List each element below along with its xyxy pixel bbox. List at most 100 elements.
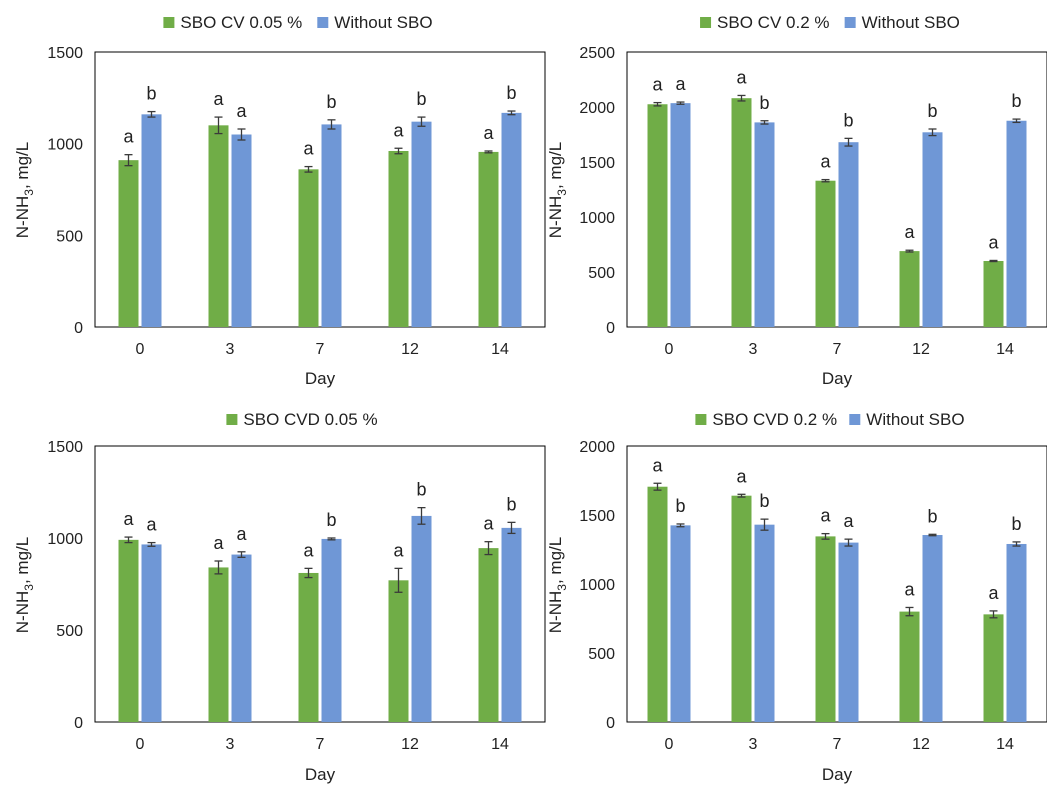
significance-label: a [820, 152, 831, 172]
y-tick-label: 0 [606, 715, 615, 732]
plot-area-frame [94, 445, 546, 723]
bar-blue-day-3 [231, 134, 252, 327]
y-tick-label: 1000 [579, 210, 615, 227]
significance-label: a [236, 524, 247, 544]
significance-label: a [675, 74, 686, 94]
bar-green-day-12 [388, 580, 409, 722]
bar-green-day-0 [118, 160, 139, 327]
significance-label: b [927, 506, 937, 526]
y-tick-label: 1000 [579, 577, 615, 594]
x-tick-label: 14 [491, 736, 509, 753]
significance-label: a [483, 514, 494, 534]
x-tick-label: 14 [996, 341, 1014, 358]
x-tick-label: 7 [833, 736, 842, 753]
plot-area-frame [626, 445, 1047, 723]
x-tick-label: 7 [833, 341, 842, 358]
y-tick-label: 1500 [579, 508, 615, 525]
bar-green-day-3 [731, 495, 752, 722]
x-tick-label: 0 [136, 341, 145, 358]
significance-label: a [393, 120, 404, 140]
bar-blue-day-0 [670, 103, 691, 328]
x-tick-label: 7 [316, 736, 325, 753]
x-tick-label: 3 [226, 736, 235, 753]
legend-label-sbo-cvd-0-05: SBO CVD 0.05 % [243, 410, 377, 429]
legend-swatch-green [226, 414, 238, 425]
plot-area-frame [94, 51, 546, 328]
significance-label: a [820, 506, 831, 526]
bar-blue-day-14 [501, 527, 522, 722]
bar-green-day-7 [298, 169, 319, 327]
legend-label-sbo-cv-0-2: SBO CV 0.2 % [717, 13, 829, 32]
y-tick-label: 500 [588, 646, 615, 663]
significance-label: b [506, 83, 516, 103]
significance-label: a [736, 466, 747, 486]
x-tick-label: 0 [665, 341, 674, 358]
y-tick-label: 500 [56, 623, 83, 640]
bar-green-day-14 [983, 261, 1004, 327]
significance-label: a [123, 509, 134, 529]
bar-green-day-3 [208, 125, 229, 327]
bar-blue-day-12 [411, 121, 432, 328]
bar-blue-day-7 [838, 142, 859, 327]
legend: SBO CVD 0.2 % Without SBO [695, 410, 965, 429]
significance-label: a [236, 101, 247, 121]
y-tick-label: 2500 [579, 45, 615, 62]
significance-label: b [1011, 91, 1021, 111]
significance-label: a [652, 75, 663, 95]
bar-blue-day-12 [411, 515, 432, 722]
bar-blue-day-7 [838, 542, 859, 722]
significance-label: a [303, 540, 314, 560]
legend-swatch-green [695, 414, 707, 425]
legend-swatch-blue [849, 414, 861, 425]
y-tick-label: 2000 [579, 100, 615, 117]
y-tick-label: 1000 [47, 137, 83, 154]
y-axis-label: N-NH3, mg/L [546, 537, 569, 633]
significance-label: a [213, 533, 224, 553]
significance-label: a [483, 123, 494, 143]
significance-label: b [759, 93, 769, 113]
bar-green-day-14 [478, 548, 499, 722]
y-tick-label: 1500 [579, 155, 615, 172]
legend: SBO CV 0.05 % Without SBO [163, 13, 433, 32]
y-axis-label: N-NH3, mg/L [13, 142, 36, 238]
significance-label: a [123, 127, 134, 147]
legend: SBO CV 0.2 % Without SBO [700, 13, 960, 32]
x-tick-label: 12 [401, 736, 419, 753]
x-tick-label: 0 [665, 736, 674, 753]
y-tick-label: 0 [74, 320, 83, 337]
significance-label: b [416, 480, 426, 500]
significance-label: a [213, 89, 224, 109]
bar-green-day-12 [899, 251, 920, 327]
x-tick-label: 12 [401, 341, 419, 358]
legend-swatch-blue [844, 17, 856, 28]
y-axis-label: N-NH3, mg/L [546, 142, 569, 238]
bar-green-day-3 [208, 567, 229, 722]
y-tick-label: 1500 [47, 45, 83, 62]
significance-label: b [506, 494, 516, 514]
legend-swatch-green [163, 17, 175, 28]
significance-label: a [843, 511, 854, 531]
y-tick-label: 1500 [47, 439, 83, 456]
significance-label: b [843, 110, 853, 130]
significance-label: a [988, 583, 999, 603]
bar-green-day-3 [731, 98, 752, 327]
bar-blue-day-14 [501, 112, 522, 327]
x-tick-label: 3 [749, 341, 758, 358]
y-axis-label: N-NH3, mg/L [13, 537, 36, 633]
x-tick-label: 14 [491, 341, 509, 358]
bar-blue-day-0 [670, 525, 691, 722]
bar-green-day-14 [478, 151, 499, 327]
bar-blue-day-0 [141, 544, 162, 722]
significance-label: b [326, 510, 336, 530]
chart-panel-2: 0 500 1000 1500 2000 2500 N-NH3, mg/L 0 3 7 12 14 Da… [546, 13, 1047, 388]
significance-label: a [393, 540, 404, 560]
plot-area-frame [626, 51, 1047, 328]
x-tick-label: 14 [996, 736, 1014, 753]
bar-blue-day-14 [1006, 543, 1027, 722]
x-axis-label: Day [305, 765, 336, 784]
bar-blue-day-12 [922, 535, 943, 722]
bar-blue-day-14 [1006, 120, 1027, 327]
significance-label: a [303, 139, 314, 159]
